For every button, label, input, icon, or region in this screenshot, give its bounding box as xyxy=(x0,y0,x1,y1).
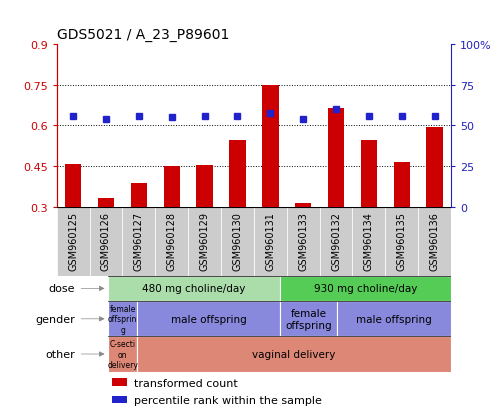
Bar xyxy=(262,85,279,208)
Text: C-secti
on
delivery: C-secti on delivery xyxy=(107,339,138,369)
Bar xyxy=(337,301,451,337)
Text: other: other xyxy=(45,349,75,359)
Text: 480 mg choline/day: 480 mg choline/day xyxy=(142,284,246,294)
Text: dose: dose xyxy=(48,284,75,294)
Bar xyxy=(108,276,280,301)
Text: female
offspring: female offspring xyxy=(285,308,332,330)
Bar xyxy=(112,396,127,404)
Text: GSM960131: GSM960131 xyxy=(265,211,275,270)
Text: GSM960128: GSM960128 xyxy=(167,211,176,270)
Bar xyxy=(131,183,147,208)
Bar xyxy=(418,208,451,276)
Text: 930 mg choline/day: 930 mg choline/day xyxy=(314,284,417,294)
Bar xyxy=(164,167,180,208)
Text: GSM960136: GSM960136 xyxy=(430,211,440,270)
Text: GDS5021 / A_23_P89601: GDS5021 / A_23_P89601 xyxy=(57,28,229,42)
Bar xyxy=(328,109,344,208)
Text: GSM960134: GSM960134 xyxy=(364,211,374,270)
Bar xyxy=(280,301,337,337)
Bar xyxy=(137,301,280,337)
Text: GSM960125: GSM960125 xyxy=(68,211,78,270)
Bar xyxy=(386,208,418,276)
Text: GSM960132: GSM960132 xyxy=(331,211,341,270)
Bar xyxy=(108,301,137,337)
Text: GSM960127: GSM960127 xyxy=(134,211,144,270)
Bar xyxy=(280,276,451,301)
Bar xyxy=(319,208,352,276)
Bar xyxy=(57,208,90,276)
Bar xyxy=(108,337,137,372)
Bar xyxy=(426,128,443,208)
Bar xyxy=(229,141,246,208)
Bar xyxy=(112,378,127,386)
Bar xyxy=(254,208,287,276)
Bar xyxy=(361,141,377,208)
Text: GSM960129: GSM960129 xyxy=(200,211,210,270)
Text: gender: gender xyxy=(35,314,75,324)
Text: male offspring: male offspring xyxy=(356,314,432,324)
Text: transformed count: transformed count xyxy=(134,378,238,388)
Text: GSM960130: GSM960130 xyxy=(233,211,243,270)
Bar xyxy=(196,166,213,208)
Text: GSM960133: GSM960133 xyxy=(298,211,308,270)
Bar xyxy=(90,208,122,276)
Text: female
offsprin
g: female offsprin g xyxy=(108,304,138,334)
Text: male offspring: male offspring xyxy=(171,314,246,324)
Bar xyxy=(65,164,81,208)
Bar xyxy=(98,198,114,208)
Text: vaginal delivery: vaginal delivery xyxy=(252,349,336,359)
Bar xyxy=(393,163,410,208)
Bar xyxy=(352,208,386,276)
Bar xyxy=(221,208,254,276)
Bar xyxy=(287,208,319,276)
Bar xyxy=(188,208,221,276)
Bar xyxy=(122,208,155,276)
Text: GSM960135: GSM960135 xyxy=(397,211,407,270)
Text: percentile rank within the sample: percentile rank within the sample xyxy=(134,395,322,405)
Text: GSM960126: GSM960126 xyxy=(101,211,111,270)
Bar xyxy=(155,208,188,276)
Bar xyxy=(295,204,312,208)
